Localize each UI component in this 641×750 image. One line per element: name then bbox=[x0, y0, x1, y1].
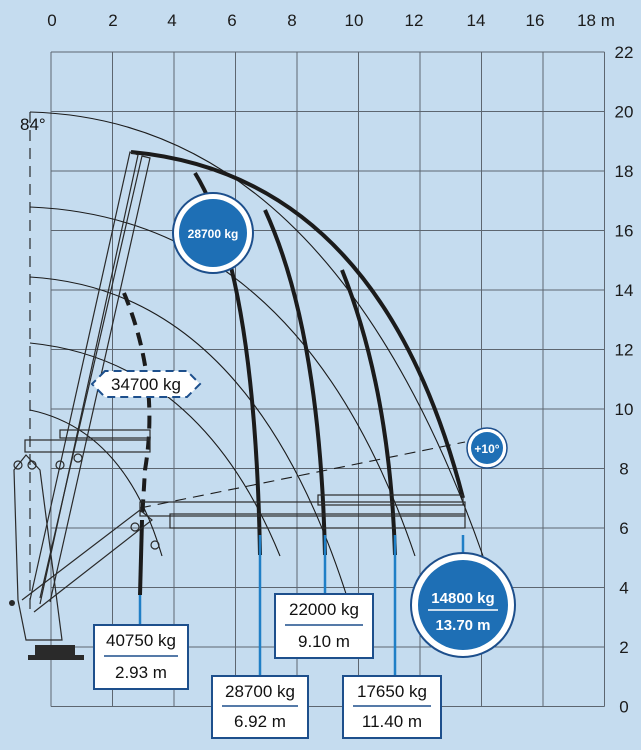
capacity-radius: 6.92 m bbox=[234, 712, 286, 731]
load-curve-c bbox=[340, 269, 397, 556]
reach-arc-1 bbox=[29, 111, 484, 557]
crane-drawing bbox=[9, 151, 466, 660]
reach-arc-3 bbox=[29, 276, 349, 601]
y-tick-label: 20 bbox=[615, 103, 634, 122]
x-tick-label: 10 bbox=[345, 11, 364, 30]
inner-capacity-text: 34700 kg bbox=[111, 375, 181, 394]
max-reach-radius: 13.70 m bbox=[435, 617, 490, 634]
load-curve-inner bbox=[122, 292, 152, 521]
load-curve-b bbox=[263, 209, 327, 556]
reach-arc-2 bbox=[29, 206, 416, 557]
x-tick-label: 4 bbox=[167, 11, 176, 30]
capacity-box-1: 28700 kg 6.92 m bbox=[211, 675, 309, 739]
jib-angle-text: +10° bbox=[474, 442, 499, 456]
y-tick-label: 6 bbox=[619, 519, 628, 538]
y-tick-label: 16 bbox=[615, 222, 634, 241]
capacity-box-0: 40750 kg 2.93 m bbox=[93, 624, 189, 690]
capacity-radius: 9.10 m bbox=[298, 632, 350, 651]
capacity-box-2: 22000 kg 9.10 m bbox=[274, 593, 374, 659]
max-load-badge: 28700 kg bbox=[172, 192, 254, 274]
y-tick-label: 14 bbox=[615, 281, 634, 300]
capacity-radius: 11.40 m bbox=[362, 712, 422, 731]
x-tick-label: 16 bbox=[526, 11, 545, 30]
reach-arc-5 bbox=[29, 409, 163, 557]
reach-arcs bbox=[29, 111, 484, 610]
capacity-load: 40750 kg bbox=[106, 631, 176, 650]
y-tick-label: 8 bbox=[619, 460, 628, 479]
x-tick-label: 0 bbox=[47, 11, 56, 30]
max-load-text: 28700 kg bbox=[188, 227, 239, 241]
x-tick-label: 12 bbox=[405, 11, 424, 30]
jib-angle-badge: +10° bbox=[466, 427, 508, 469]
jib-10-line bbox=[139, 441, 466, 509]
y-tick-label: 18 bbox=[615, 162, 634, 181]
capacity-load: 22000 kg bbox=[289, 600, 359, 619]
x-tick-label: 18 m bbox=[577, 11, 615, 30]
y-tick-label: 12 bbox=[615, 341, 634, 360]
capacity-load: 17650 kg bbox=[357, 682, 427, 701]
inner-capacity-label: 34700 kg bbox=[90, 370, 202, 398]
y-tick-label: 10 bbox=[615, 400, 634, 419]
max-angle-label: 84° bbox=[20, 115, 46, 134]
y-tick-label: 22 bbox=[615, 43, 634, 62]
x-tick-label: 2 bbox=[108, 11, 117, 30]
capacity-load: 28700 kg bbox=[225, 682, 295, 701]
load-curves bbox=[122, 150, 465, 596]
x-tick-label: 14 bbox=[467, 11, 486, 30]
capacity-box-3: 17650 kg 11.40 m bbox=[342, 675, 442, 739]
y-tick-label: 0 bbox=[619, 698, 628, 717]
y-tick-label: 2 bbox=[619, 638, 628, 657]
x-tick-label: 8 bbox=[287, 11, 296, 30]
load-envelope bbox=[130, 150, 465, 499]
capacity-radius: 2.93 m bbox=[115, 663, 167, 682]
x-tick-label: 6 bbox=[227, 11, 236, 30]
max-reach-load: 14800 kg bbox=[431, 590, 494, 607]
grid bbox=[50, 51, 605, 707]
y-tick-label: 4 bbox=[619, 579, 628, 598]
max-reach-badge: 14800 kg 13.70 m bbox=[410, 552, 516, 658]
load-curve-base bbox=[138, 519, 144, 596]
